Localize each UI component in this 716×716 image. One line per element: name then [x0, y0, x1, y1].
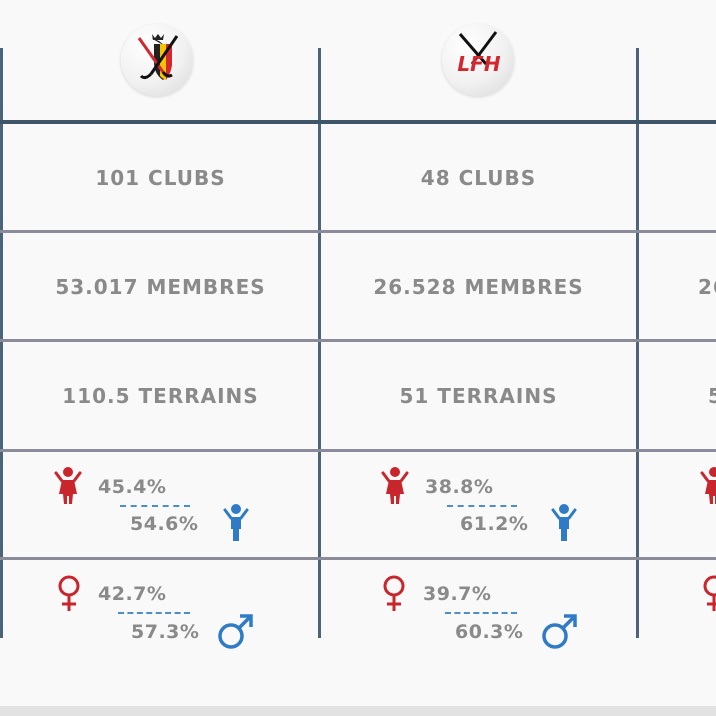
bottom-strip — [0, 706, 716, 716]
row-divider-4 — [0, 557, 716, 560]
fields-count-col2: 51 TERRAINS — [399, 384, 558, 408]
male-members-pct-col2: 61.2% — [460, 513, 529, 535]
male-symbol-pct-col2: 60.3% — [455, 621, 524, 643]
split-dash-col2 — [447, 505, 517, 507]
male-symbol-pct-col1: 57.3% — [131, 621, 200, 643]
female-symbol-icon — [703, 575, 716, 611]
female-members-pct-col1: 45.4% — [98, 476, 167, 498]
clubs-count-col1: 101 CLUBS — [95, 166, 226, 190]
female-symbol-pct-col2: 39.7% — [423, 583, 492, 605]
male-symbol-icon — [542, 614, 577, 649]
lfh-logo-icon: LFH — [442, 24, 514, 96]
lfh-logo-text: LFH — [457, 52, 500, 76]
members-count-col1: 53.017 MEMBRES — [55, 275, 266, 299]
members-count-col3-partial: 26 — [698, 275, 716, 299]
female-symbol-icon — [383, 575, 405, 611]
male-members-pct-col1: 54.6% — [130, 513, 199, 535]
row-divider-2 — [0, 339, 716, 342]
row-divider-3 — [0, 449, 716, 452]
header-divider — [0, 120, 716, 124]
male-person-icon — [551, 504, 577, 541]
column-divider-middle — [318, 48, 321, 638]
split-dash-col1 — [118, 612, 190, 614]
members-count-col2: 26.528 MEMBRES — [373, 275, 584, 299]
column-divider-left — [0, 48, 3, 638]
column-divider-right — [636, 48, 639, 638]
split-dash-col1 — [120, 505, 190, 507]
female-members-pct-col2: 38.8% — [425, 476, 494, 498]
male-symbol-icon — [218, 614, 253, 649]
female-symbol-pct-col1: 42.7% — [98, 583, 167, 605]
fields-count-col1: 110.5 TERRAINS — [62, 384, 259, 408]
female-person-icon — [700, 467, 716, 504]
clubs-count-col2: 48 CLUBS — [420, 166, 537, 190]
belgian-hockey-logo-icon — [121, 24, 193, 96]
female-symbol-icon — [58, 575, 80, 611]
male-person-icon — [223, 504, 249, 541]
fields-count-col3-partial: 5 — [708, 384, 716, 408]
row-divider-1 — [0, 230, 716, 233]
female-person-icon — [381, 467, 409, 504]
female-person-icon — [54, 467, 82, 504]
split-dash-col2 — [445, 612, 517, 614]
